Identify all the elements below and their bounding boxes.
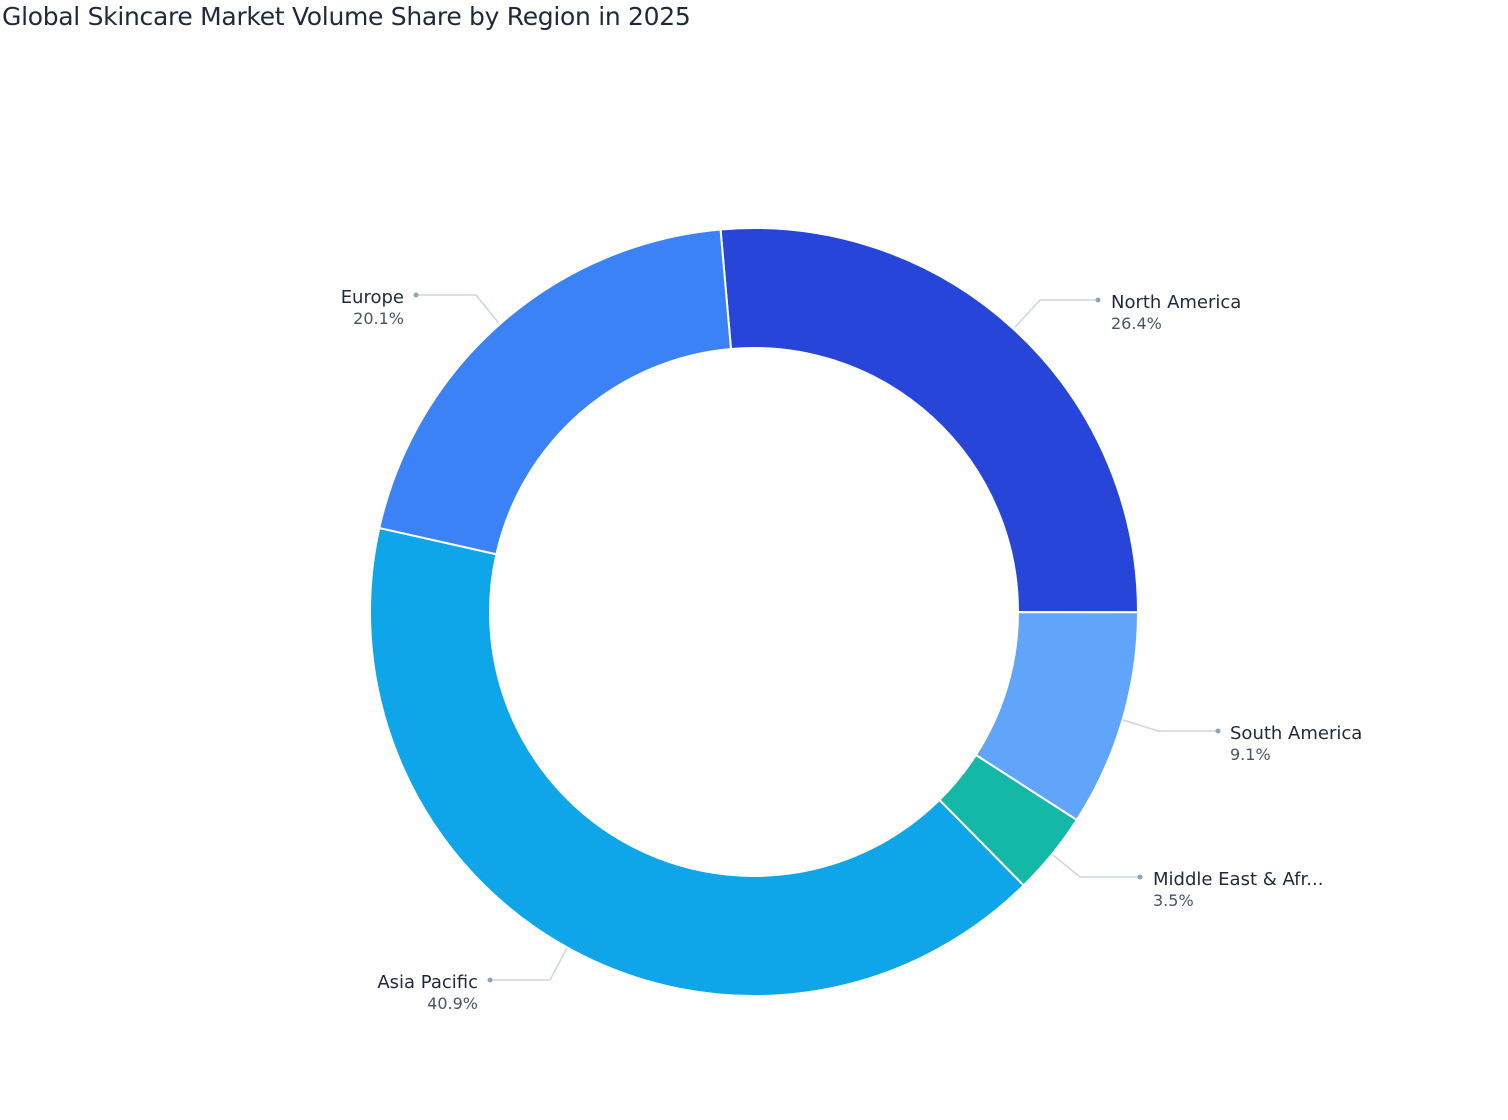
slice-label: South America <box>1230 723 1362 744</box>
slice-label: Middle East & Afr... <box>1153 869 1323 890</box>
slice-value-label: 26.4% <box>1111 314 1162 333</box>
leader-dot <box>413 292 419 298</box>
slice-value-label: 3.5% <box>1153 891 1194 910</box>
slice-asia-pacific[interactable] <box>369 526 1026 997</box>
slice-label: Europe <box>341 287 404 308</box>
leader-dot <box>487 977 493 983</box>
leader-dot <box>1095 297 1101 303</box>
chart-title: Global Skincare Market Volume Share by R… <box>2 2 691 31</box>
slice-value-label: 40.9% <box>427 994 478 1013</box>
slice-label: North America <box>1111 292 1241 313</box>
slice-value-label: 9.1% <box>1230 745 1271 764</box>
leader-line <box>1014 299 1098 328</box>
leader-line <box>1122 719 1218 732</box>
slice-value-label: 20.1% <box>353 309 404 328</box>
leader-dot <box>1215 728 1221 734</box>
leader-line <box>490 947 568 981</box>
leader-line <box>416 294 499 323</box>
slice-north-america[interactable] <box>719 227 1140 614</box>
slice-europe[interactable] <box>378 228 733 556</box>
leader-dot <box>1137 874 1143 880</box>
slice-label: Asia Pacific <box>377 972 478 993</box>
leader-line <box>1052 854 1140 878</box>
